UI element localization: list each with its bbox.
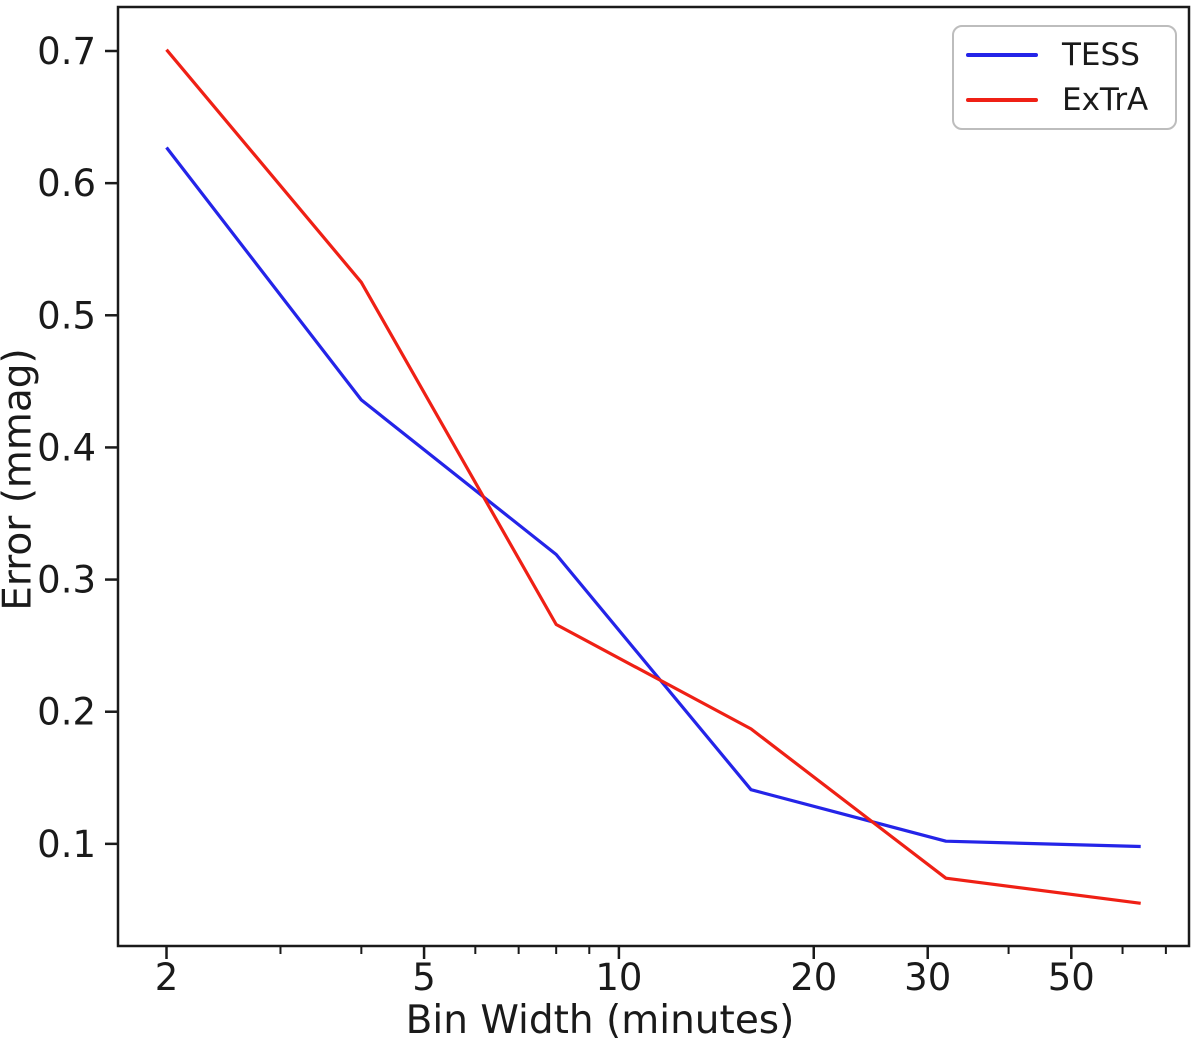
extra-line-swatch — [966, 97, 1038, 102]
tess-line-swatch — [966, 53, 1038, 58]
series-line-extra — [165, 48, 1141, 905]
x-tick-label: 20 — [790, 956, 837, 999]
x-axis-label: Bin Width (minutes) — [405, 998, 795, 1043]
x-tick-label: 2 — [155, 956, 179, 999]
legend-label-tess: TESS — [1062, 37, 1140, 74]
y-tick-label: 0.1 — [37, 823, 96, 866]
legend: TESS ExTrA — [952, 25, 1177, 130]
y-tick-label: 0.2 — [37, 691, 96, 734]
legend-item-extra: ExTrA — [954, 83, 1175, 117]
plot-border — [116, 5, 1191, 948]
x-tick-label: 50 — [1048, 956, 1095, 999]
y-tick-label: 0.3 — [37, 559, 96, 602]
y-tick-label: 0.7 — [37, 30, 96, 73]
y-axis-label: Error (mmag) — [0, 348, 41, 611]
x-tick-label: 30 — [904, 956, 951, 999]
y-tick-label: 0.6 — [37, 162, 96, 205]
series-line-tess — [165, 146, 1141, 849]
legend-item-tess: TESS — [954, 38, 1175, 72]
x-tick-label: 10 — [595, 956, 642, 999]
x-tick-label: 5 — [412, 956, 436, 999]
y-tick-label: 0.4 — [37, 426, 96, 469]
legend-label-extra: ExTrA — [1062, 81, 1149, 118]
y-tick-label: 0.5 — [37, 294, 96, 337]
